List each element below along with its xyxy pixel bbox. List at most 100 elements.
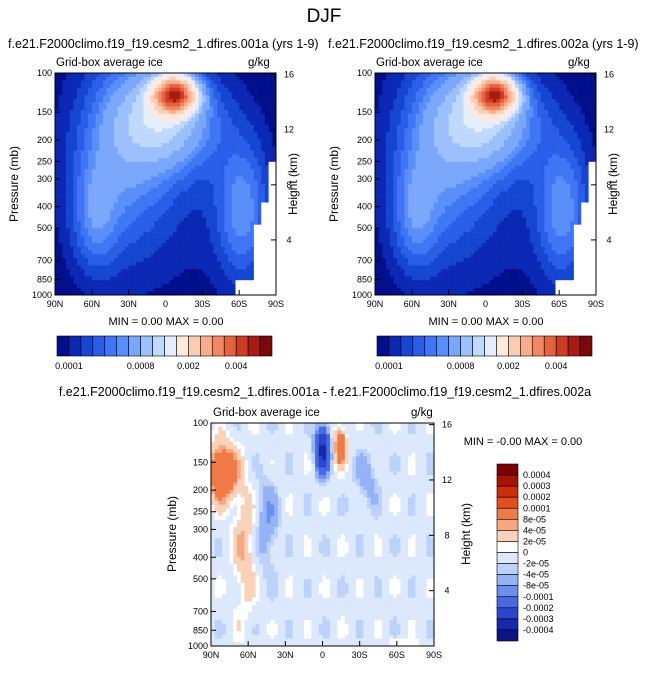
field-cell xyxy=(423,158,427,162)
field-cell xyxy=(110,284,114,288)
field-cell xyxy=(390,228,394,232)
field-cell xyxy=(441,99,445,103)
field-cell xyxy=(210,84,214,88)
field-cell xyxy=(114,162,118,166)
field-cell xyxy=(452,77,456,81)
field-cell xyxy=(147,73,151,77)
field-cell xyxy=(59,243,63,247)
field-cell xyxy=(62,280,66,284)
field-cell xyxy=(224,103,228,107)
field-cell xyxy=(55,265,59,269)
field-cell xyxy=(132,191,136,195)
field-cell xyxy=(188,180,192,184)
field-cell xyxy=(393,132,397,136)
field-cell xyxy=(199,251,203,255)
field-cell xyxy=(213,251,217,255)
field-cell xyxy=(441,225,445,229)
field-cell xyxy=(177,136,181,140)
field-cell xyxy=(269,125,273,129)
field-cell xyxy=(452,151,456,155)
field-cell xyxy=(401,217,405,221)
field-cell xyxy=(430,173,434,177)
field-cell xyxy=(254,228,258,232)
field-cell xyxy=(202,95,206,99)
field-cell xyxy=(96,240,100,244)
field-cell xyxy=(84,232,88,236)
field-cell xyxy=(206,80,210,84)
field-cell xyxy=(151,284,155,288)
field-cell xyxy=(96,143,100,147)
field-cell xyxy=(107,199,111,203)
field-cell xyxy=(169,217,173,221)
field-cell xyxy=(438,88,442,92)
field-cell xyxy=(250,103,254,107)
field-cell xyxy=(213,80,217,84)
field-cell xyxy=(184,284,188,288)
field-cell xyxy=(125,110,129,114)
field-cell xyxy=(441,254,445,258)
field-cell xyxy=(99,184,103,188)
field-cell xyxy=(445,210,449,214)
field-cell xyxy=(184,136,188,140)
field-cell xyxy=(261,166,265,170)
field-cell xyxy=(110,214,114,218)
field-cell xyxy=(173,206,177,210)
field-cell xyxy=(188,284,192,288)
field-cell xyxy=(434,210,438,214)
field-cell xyxy=(423,247,427,251)
field-cell xyxy=(393,162,397,166)
field-cell xyxy=(416,95,420,99)
field-cell xyxy=(434,240,438,244)
field-cell xyxy=(449,262,453,266)
field-cell xyxy=(404,117,408,121)
field-cell xyxy=(177,132,181,136)
field-cell xyxy=(247,121,251,125)
field-cell xyxy=(129,258,133,262)
field-cell xyxy=(191,92,195,96)
field-cell xyxy=(213,206,217,210)
field-cell xyxy=(412,177,416,181)
field-cell xyxy=(393,277,397,281)
field-cell xyxy=(250,84,254,88)
field-cell xyxy=(195,73,199,77)
field-cell xyxy=(239,106,243,110)
field-cell xyxy=(379,262,383,266)
field-cell xyxy=(70,162,74,166)
field-cell xyxy=(404,277,408,281)
field-cell xyxy=(107,88,111,92)
field-cell xyxy=(416,240,420,244)
field-cell xyxy=(132,73,136,77)
field-cell xyxy=(73,136,77,140)
field-cell xyxy=(110,143,114,147)
field-cell xyxy=(375,232,379,236)
field-cell xyxy=(250,154,254,158)
field-cell xyxy=(107,228,111,232)
field-cell xyxy=(162,125,166,129)
field-cell xyxy=(261,125,265,129)
field-cell xyxy=(217,80,221,84)
field-cell xyxy=(162,188,166,192)
field-cell xyxy=(213,277,217,281)
field-cell xyxy=(88,214,92,218)
field-cell xyxy=(452,284,456,288)
field-cell xyxy=(375,125,379,129)
field-cell xyxy=(103,154,107,158)
field-cell xyxy=(254,288,258,292)
field-cell xyxy=(254,158,258,162)
field-cell xyxy=(235,110,239,114)
field-cell xyxy=(180,143,184,147)
field-cell xyxy=(114,117,118,121)
field-cell xyxy=(151,214,155,218)
field-cell xyxy=(173,280,177,284)
field-cell xyxy=(438,203,442,207)
field-cell xyxy=(224,225,228,229)
field-cell xyxy=(107,258,111,262)
field-cell xyxy=(247,92,251,96)
field-cell xyxy=(195,166,199,170)
field-cell xyxy=(243,162,247,166)
field-cell xyxy=(239,143,243,147)
field-cell xyxy=(77,92,81,96)
field-cell xyxy=(191,147,195,151)
field-cell xyxy=(114,265,118,269)
field-cell xyxy=(261,273,265,277)
